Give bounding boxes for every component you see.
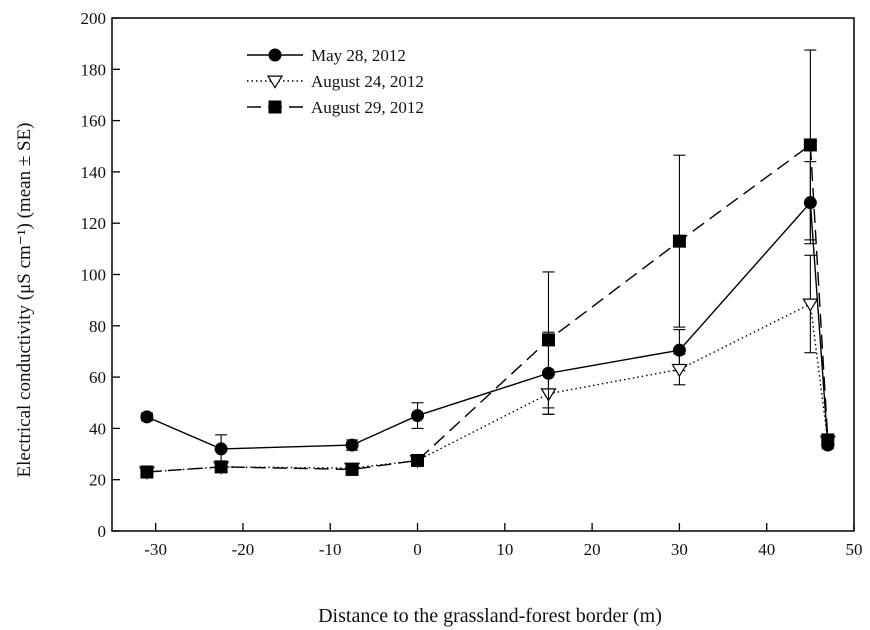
x-tick-label: 50 xyxy=(846,540,863,559)
y-tick-label: 40 xyxy=(89,419,106,438)
x-tick-label: -30 xyxy=(144,540,167,559)
series-line xyxy=(146,200,829,450)
y-tick-label: 100 xyxy=(81,266,107,285)
data-point xyxy=(411,453,425,467)
x-axis-label: Distance to the grassland-forest border … xyxy=(318,605,662,627)
legend-entry-3: August 29, 2012 xyxy=(247,98,424,117)
x-tick-label: -20 xyxy=(232,540,255,559)
data-point xyxy=(345,462,359,476)
data-point xyxy=(671,363,688,378)
y-tick-label: 0 xyxy=(98,522,107,541)
x-tick-label: -10 xyxy=(319,540,342,559)
legend-label: August 24, 2012 xyxy=(311,72,424,91)
data-point xyxy=(214,460,228,474)
x-tick-label: 0 xyxy=(413,540,422,559)
y-tick-label: 60 xyxy=(89,368,106,387)
data-point xyxy=(140,465,154,479)
axes: 0 20 40 60 80 100 120 140 160 180 200 -30 -20 -10 0 10 2… xyxy=(81,9,863,559)
legend-marker xyxy=(268,100,282,114)
data-point xyxy=(411,409,425,423)
data-point xyxy=(672,234,686,248)
y-tick-label: 160 xyxy=(81,112,107,131)
y-tick-label: 20 xyxy=(89,471,106,490)
x-tick-label: 20 xyxy=(584,540,601,559)
legend-entry-1: May 28, 2012 xyxy=(247,46,406,65)
legend: May 28, 2012 August 24, 2012 August 29, 20… xyxy=(247,46,424,117)
series-3 xyxy=(140,49,835,479)
data-point xyxy=(345,438,359,452)
data-point xyxy=(140,410,154,424)
x-tick-label: 40 xyxy=(758,540,775,559)
y-tick-label: 140 xyxy=(81,163,107,182)
y-tick-label: 180 xyxy=(81,60,107,79)
legend-entry-2: August 24, 2012 xyxy=(247,72,424,91)
plot-area xyxy=(138,49,836,480)
legend-label: August 29, 2012 xyxy=(311,98,424,117)
y-axis-label: Electrical conductivity (μS cm⁻¹) (mean … xyxy=(14,122,35,477)
data-point xyxy=(821,433,835,447)
x-tick-label: 10 xyxy=(496,540,513,559)
legend-marker xyxy=(266,75,284,89)
y-tick-label: 200 xyxy=(81,9,107,28)
data-point xyxy=(803,138,817,152)
data-point xyxy=(802,298,819,312)
series-line xyxy=(146,143,829,473)
legend-marker xyxy=(268,48,282,62)
data-point xyxy=(541,333,555,347)
y-tick-label: 120 xyxy=(81,214,107,233)
legend-label: May 28, 2012 xyxy=(311,46,406,65)
x-tick-label: 30 xyxy=(671,540,688,559)
y-tick-label: 80 xyxy=(89,317,106,336)
data-point xyxy=(214,442,228,456)
